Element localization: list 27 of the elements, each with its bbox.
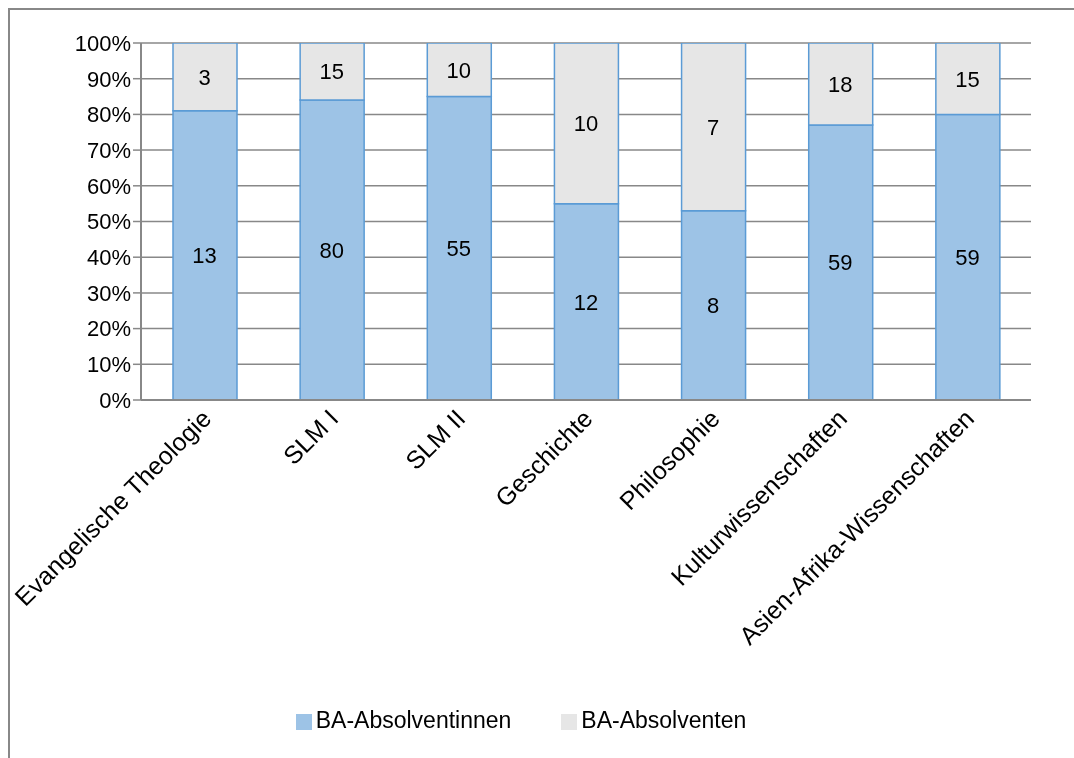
annotation: 80 xyxy=(319,237,344,263)
annotation: 15 xyxy=(319,59,344,85)
legend-label: BA-Absolventinnen xyxy=(315,707,512,733)
annotation: 13 xyxy=(192,243,217,269)
annotation: 12 xyxy=(573,289,599,315)
y-tick-label: 90% xyxy=(86,66,131,92)
annotation: 7 xyxy=(707,114,720,140)
annotation: 59 xyxy=(955,245,980,271)
y-tick-label: 60% xyxy=(86,173,131,199)
annotation: 18 xyxy=(828,71,853,97)
annotation: 10 xyxy=(446,57,472,83)
annotation: 8 xyxy=(707,293,720,319)
y-tick-label: 20% xyxy=(86,316,131,342)
y-tick-label: 40% xyxy=(86,245,131,271)
annotation: 3 xyxy=(198,64,211,90)
y-tick-label: 70% xyxy=(86,137,131,163)
y-tick-label: 0% xyxy=(99,387,131,413)
annotation: 15 xyxy=(955,66,980,92)
y-tick-label: 10% xyxy=(86,352,131,378)
annotation: 55 xyxy=(446,236,472,262)
y-tick-label: 30% xyxy=(86,280,131,306)
y-tick-label: 80% xyxy=(86,102,131,128)
annotation: 10 xyxy=(573,111,599,137)
y-tick-label: 100% xyxy=(74,30,131,56)
annotation: 59 xyxy=(828,250,853,276)
legend-label: BA-Absolventen xyxy=(581,707,747,733)
y-tick-label: 50% xyxy=(86,209,131,235)
